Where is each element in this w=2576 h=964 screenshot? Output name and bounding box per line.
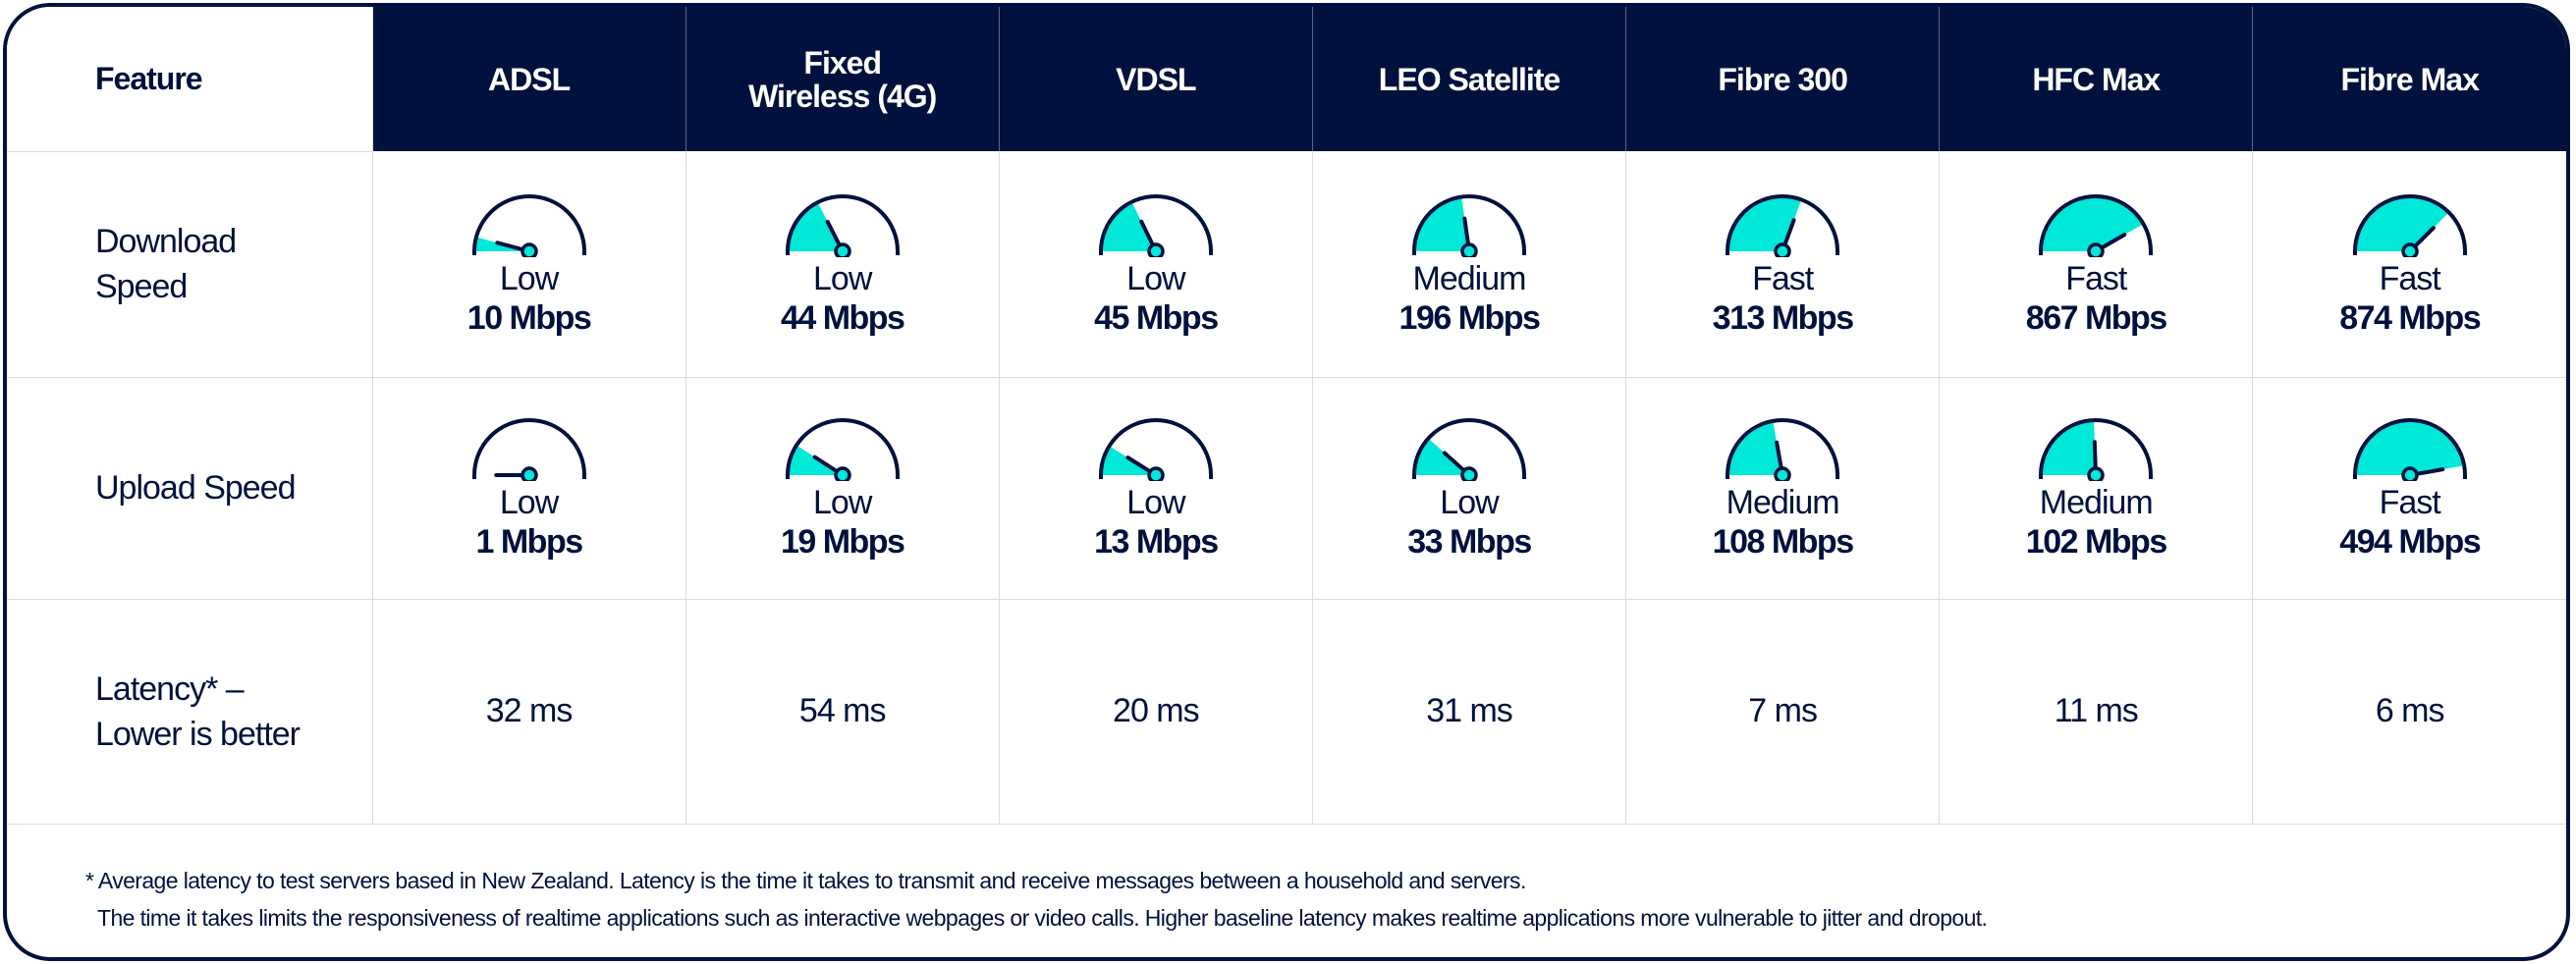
footnote-line-1: * Average latency to test servers based … — [85, 867, 1526, 893]
speed-rating: Fast — [2379, 259, 2441, 297]
speed-gauge-icon — [1411, 193, 1526, 257]
speed-value: 44 Mbps — [780, 298, 905, 337]
speed-value: 102 Mbps — [2025, 523, 2167, 561]
download-cell: Low 10 Mbps — [372, 151, 686, 378]
speed-value: 108 Mbps — [1712, 523, 1854, 561]
download-cell: Low 44 Mbps — [685, 151, 1000, 378]
feature-header: Feature — [7, 7, 373, 152]
speed-rating: Fast — [1752, 259, 1814, 297]
download-speed-row: Download Speed Low 10 Mbps Low 44 Mbps Low 4… — [7, 151, 2566, 378]
speed-value: 867 Mbps — [2025, 298, 2167, 337]
latency-value: 54 ms — [685, 599, 1000, 825]
column-header-fibre-300: Fibre 300 — [1625, 7, 1941, 151]
speed-gauge-icon — [1726, 418, 1840, 481]
latency-value: 11 ms — [1939, 599, 2254, 825]
footnote-line-2: The time it takes limits the responsiven… — [97, 904, 1988, 931]
speed-rating: Low — [499, 259, 559, 297]
speed-gauge-icon — [1098, 418, 1213, 481]
column-header-hfc-max: HFC Max — [1939, 7, 2254, 151]
speed-rating: Low — [1126, 484, 1185, 521]
speed-rating: Low — [1440, 484, 1499, 521]
broadband-comparison-card: Feature ADSL Fixed Wireless (4G) VDSL LEO… — [3, 3, 2570, 961]
speed-gauge-icon — [471, 418, 586, 481]
speed-gauge-icon — [1411, 418, 1526, 481]
speed-value: 33 Mbps — [1407, 523, 1532, 561]
speed-gauge-icon — [2039, 193, 2154, 257]
speed-rating: Low — [1126, 259, 1185, 297]
speed-gauge-icon — [2352, 193, 2467, 257]
speed-rating: Medium — [1412, 259, 1527, 297]
speed-gauge-icon — [785, 193, 900, 257]
latency-value: 6 ms — [2252, 599, 2566, 825]
speed-value: 45 Mbps — [1094, 298, 1219, 337]
speed-rating: Fast — [2065, 259, 2127, 297]
latency-value: 7 ms — [1625, 599, 1941, 825]
download-cell: Low 45 Mbps — [999, 151, 1313, 378]
speed-value: 196 Mbps — [1398, 298, 1541, 337]
column-header-leo-satellite: LEO Satellite — [1312, 7, 1627, 151]
latency-value: 31 ms — [1312, 599, 1627, 825]
speed-value: 1 Mbps — [475, 523, 584, 561]
speed-rating: Low — [499, 484, 559, 521]
column-header-fixed-wireless: Fixed Wireless (4G) — [685, 7, 1000, 151]
download-cell: Fast 874 Mbps — [2252, 151, 2566, 378]
speed-gauge-icon — [785, 418, 900, 481]
column-header-vdsl: VDSL — [999, 7, 1313, 151]
latency-row: Latency* – Lower is better 32 ms 54 ms 20… — [7, 599, 2566, 825]
speed-rating: Medium — [2039, 484, 2154, 521]
row-label-upload: Upload Speed — [7, 377, 373, 600]
upload-cell: Medium 108 Mbps — [1625, 377, 1941, 600]
speed-gauge-icon — [1098, 193, 1213, 257]
column-header-fibre-max: Fibre Max — [2252, 7, 2566, 151]
latency-value: 32 ms — [372, 599, 686, 825]
footnote: * Average latency to test servers based … — [7, 825, 2566, 937]
speed-value: 494 Mbps — [2339, 523, 2481, 561]
speed-value: 19 Mbps — [780, 523, 905, 561]
upload-cell: Fast 494 Mbps — [2252, 377, 2566, 600]
speed-rating: Fast — [2379, 484, 2441, 521]
speed-value: 13 Mbps — [1094, 523, 1219, 561]
speed-value: 313 Mbps — [1712, 298, 1854, 337]
speed-rating: Medium — [1726, 484, 1840, 521]
speed-value: 10 Mbps — [466, 298, 592, 337]
upload-cell: Low 19 Mbps — [685, 377, 1000, 600]
row-label-latency: Latency* – Lower is better — [7, 599, 373, 825]
upload-cell: Low 13 Mbps — [999, 377, 1313, 600]
upload-cell: Medium 102 Mbps — [1939, 377, 2254, 600]
speed-gauge-icon — [471, 193, 586, 257]
upload-cell: Low 1 Mbps — [372, 377, 686, 600]
speed-value: 874 Mbps — [2339, 298, 2481, 337]
latency-value: 20 ms — [999, 599, 1313, 825]
speed-rating: Low — [813, 259, 872, 297]
download-cell: Medium 196 Mbps — [1312, 151, 1627, 378]
row-label-download: Download Speed — [7, 151, 373, 378]
download-cell: Fast 867 Mbps — [1939, 151, 2254, 378]
column-header-adsl: ADSL — [372, 7, 686, 151]
speed-rating: Low — [813, 484, 872, 521]
speed-gauge-icon — [2352, 418, 2467, 481]
speed-gauge-icon — [2039, 418, 2154, 481]
comparison-table: Feature ADSL Fixed Wireless (4G) VDSL LEO… — [7, 7, 2566, 825]
speed-gauge-icon — [1726, 193, 1840, 257]
upload-speed-row: Upload Speed Low 1 Mbps Low 19 Mbps Low 13 … — [7, 377, 2566, 600]
download-cell: Fast 313 Mbps — [1625, 151, 1941, 378]
upload-cell: Low 33 Mbps — [1312, 377, 1627, 600]
header-row: Feature ADSL Fixed Wireless (4G) VDSL LEO… — [7, 7, 2566, 152]
